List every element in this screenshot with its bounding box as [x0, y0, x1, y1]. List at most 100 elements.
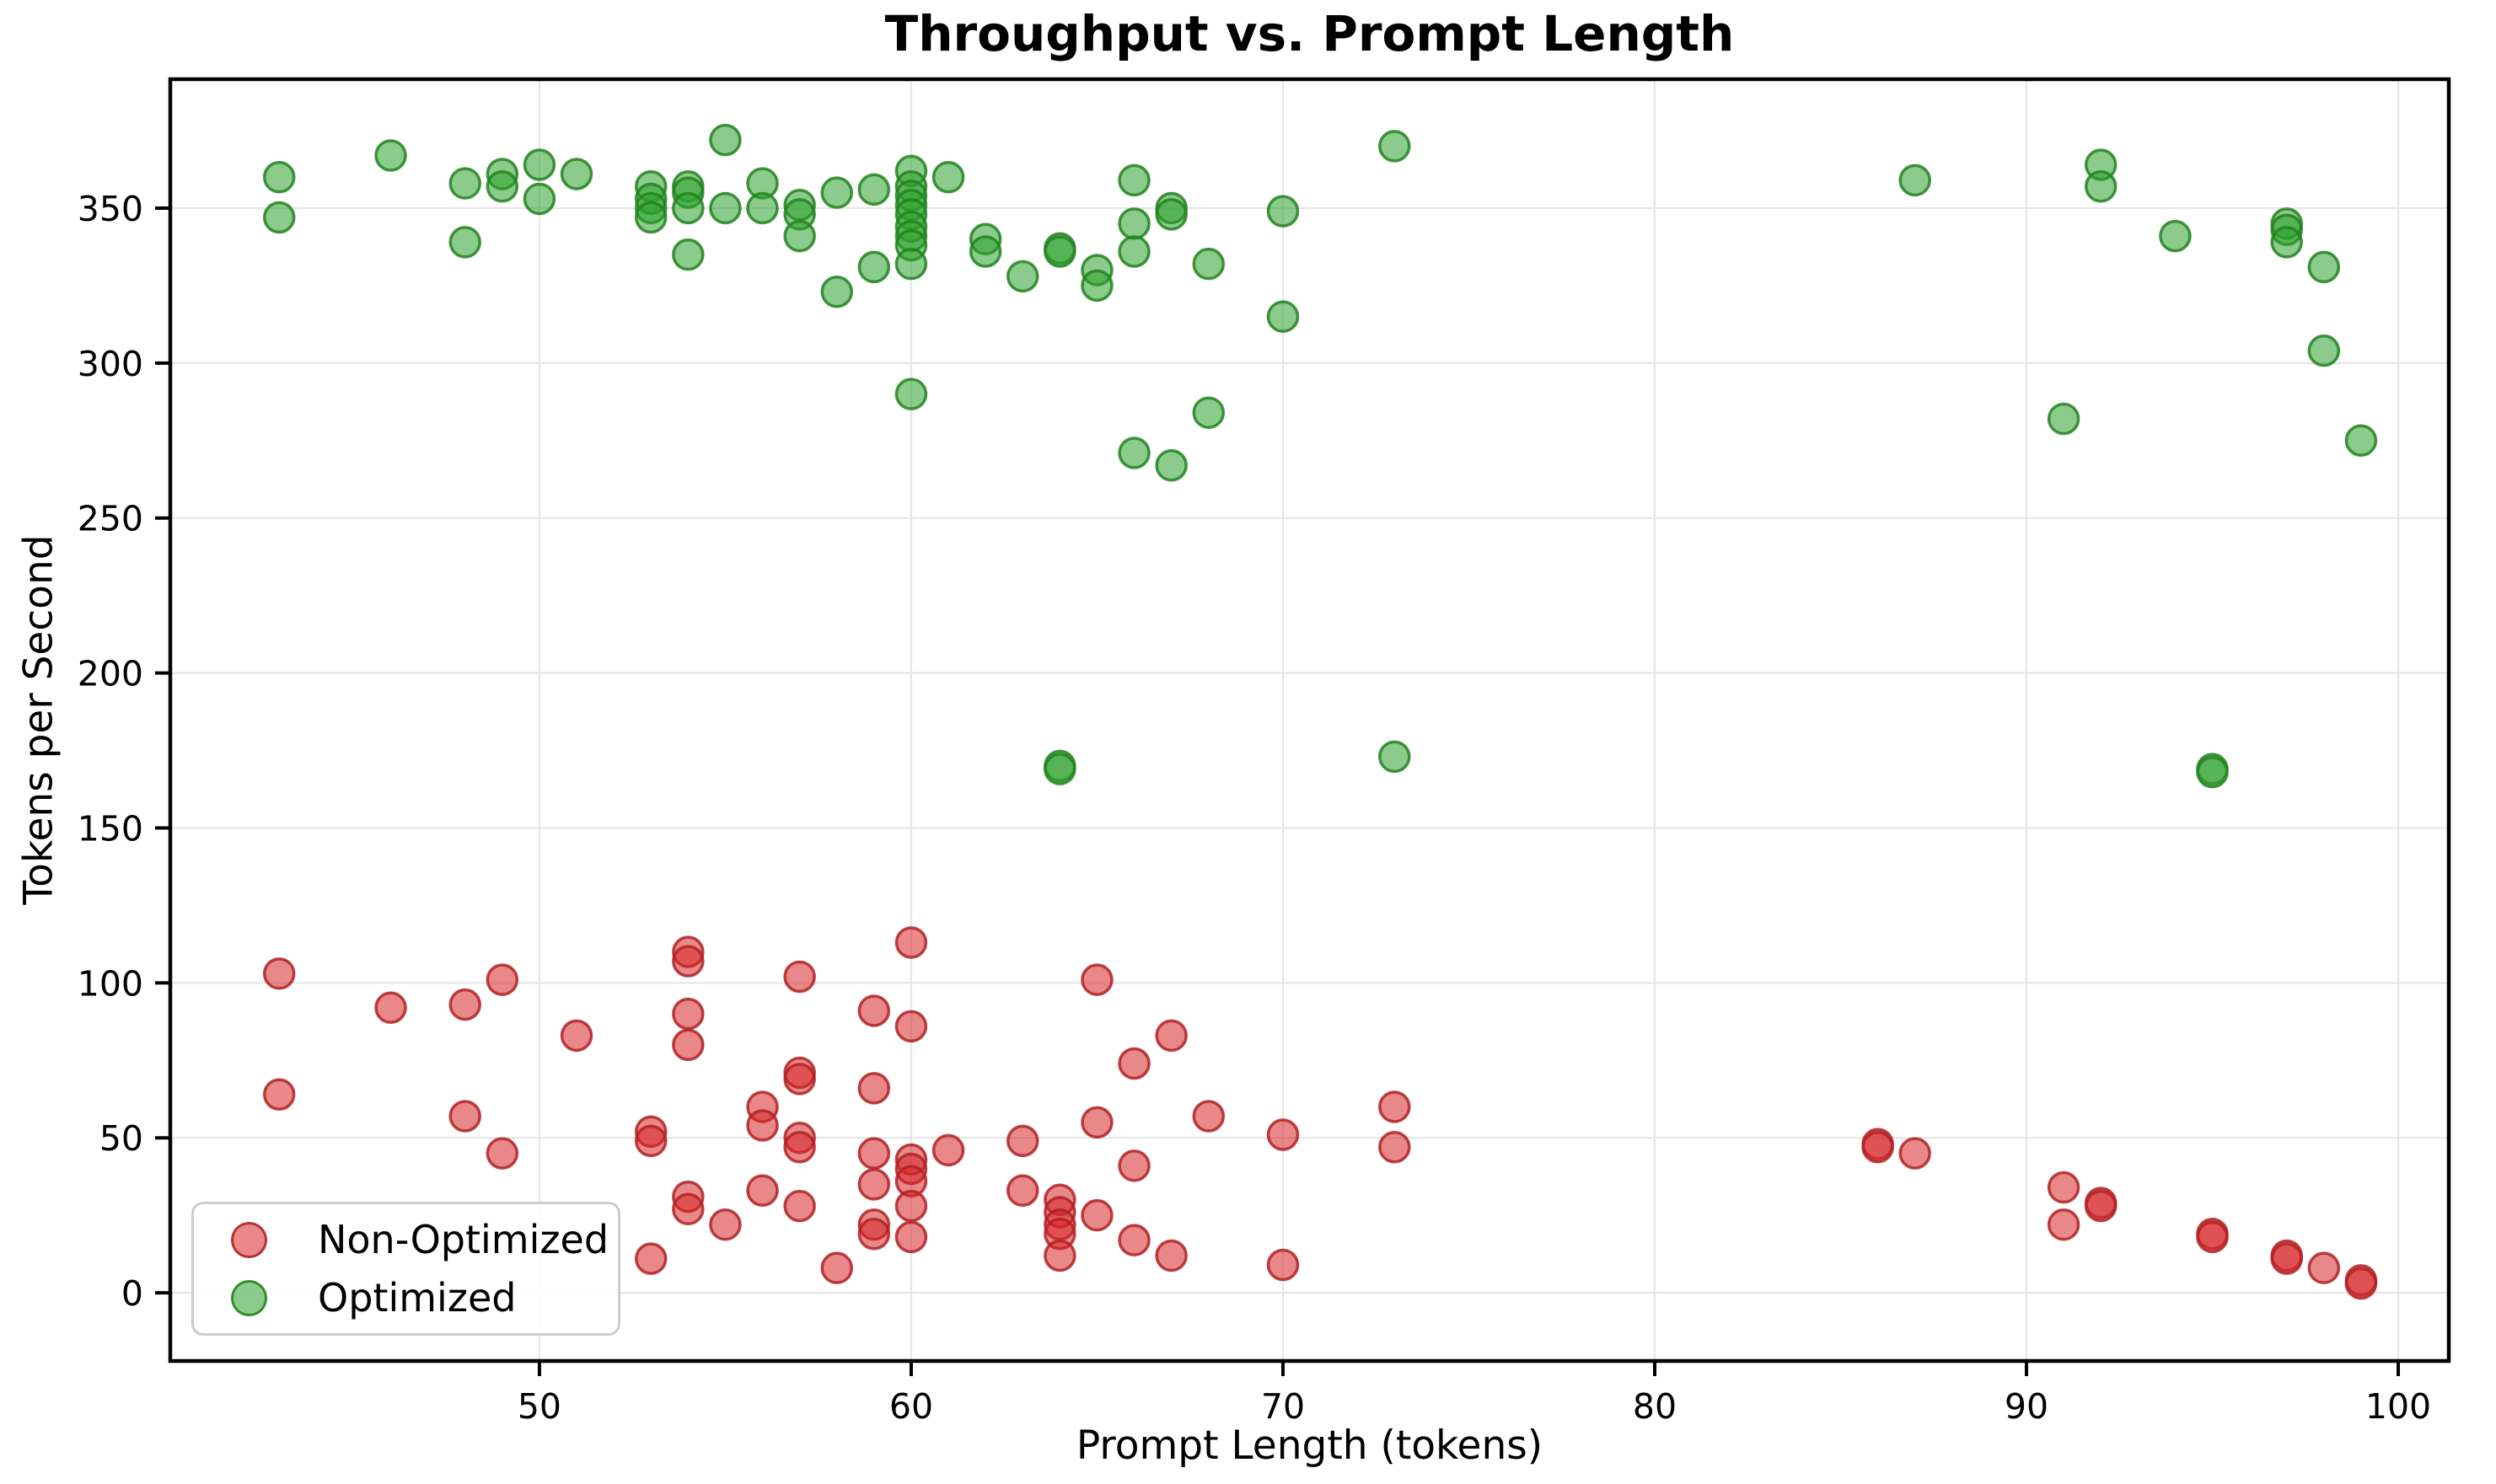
scatter-point-optimized [262, 160, 296, 194]
scatter-point-non-optimized [894, 1220, 928, 1254]
scatter-point-optimized [523, 148, 556, 181]
scatter-point-optimized [1118, 437, 1151, 469]
y-tick-label: 0 [121, 1273, 143, 1314]
scatter-point-non-optimized [894, 1010, 928, 1043]
scatter-point-non-optimized [560, 1019, 593, 1053]
y-tick-label: 350 [78, 189, 143, 229]
scatter-point-optimized [783, 219, 816, 253]
scatter-point-non-optimized [1006, 1174, 1039, 1207]
scatter-point-non-optimized [1861, 1131, 1894, 1164]
scatter-point-optimized [2307, 250, 2341, 284]
scatter-point-optimized [1155, 448, 1188, 482]
scatter-point-non-optimized [1378, 1090, 1411, 1123]
scatter-point-non-optimized [1118, 1047, 1151, 1080]
scatter-point-non-optimized [1155, 1239, 1188, 1272]
scatter-point-optimized [709, 123, 742, 157]
legend-label-optimized: Optimized [318, 1275, 517, 1321]
plot-border [168, 77, 2451, 1363]
scatter-point-optimized [1898, 163, 1931, 197]
scatter-point-optimized [1118, 207, 1151, 240]
scatter-point-optimized [1118, 163, 1151, 197]
scatter-point-non-optimized [634, 1242, 668, 1275]
scatter-point-non-optimized [2084, 1189, 2118, 1223]
scatter-point-non-optimized [2047, 1171, 2080, 1204]
legend-item-optimized: Optimized [231, 1275, 618, 1321]
scatter-point-optimized [1118, 235, 1151, 268]
scatter-point-non-optimized [857, 1168, 891, 1201]
scatter-point-optimized [857, 173, 891, 206]
scatter-point-non-optimized [2047, 1208, 2080, 1241]
x-tick-label: 70 [1261, 1386, 1305, 1427]
scatter-point-non-optimized [2307, 1251, 2341, 1284]
y-tick-label: 100 [78, 963, 143, 1004]
scatter-point-non-optimized [374, 991, 407, 1025]
scatter-point-optimized [894, 247, 928, 281]
x-tick-label: 100 [2365, 1386, 2431, 1427]
scatter-point-non-optimized [262, 1078, 296, 1111]
scatter-point-optimized [448, 226, 481, 259]
scatter-point-non-optimized [1006, 1124, 1039, 1158]
x-tick-label: 50 [518, 1386, 561, 1427]
scatter-point-optimized [709, 191, 742, 225]
scatter-point-non-optimized [1044, 1239, 1076, 1272]
scatter-point-optimized [486, 169, 519, 203]
scatter-point-optimized [746, 191, 779, 225]
scatter-point-optimized [1081, 269, 1114, 303]
scatter-point-optimized [2196, 756, 2229, 789]
scatter-point-non-optimized [672, 1028, 705, 1062]
y-tick-label: 300 [78, 344, 143, 384]
scatter-point-non-optimized [783, 960, 816, 994]
scatter-point-optimized [1266, 300, 1300, 333]
x-tick-label: 90 [2005, 1386, 2048, 1427]
scatter-point-optimized [262, 201, 296, 234]
scatter-point-optimized [2159, 219, 2192, 253]
scatter-point-optimized [857, 250, 891, 284]
scatter-point-non-optimized [1081, 1106, 1114, 1139]
legend-item-non-optimized: Non-Optimized [231, 1217, 618, 1262]
scatter-point-non-optimized [783, 1131, 816, 1164]
scatter-point-optimized [2344, 424, 2378, 458]
scatter-point-non-optimized [894, 1189, 928, 1223]
scatter-point-optimized [672, 238, 705, 271]
scatter-point-non-optimized [931, 1133, 965, 1167]
scatter-point-non-optimized [486, 963, 519, 996]
scatter-point-optimized [2270, 226, 2303, 259]
scatter-point-non-optimized [894, 926, 928, 959]
x-axis-label: Prompt Length (tokens) [1076, 1422, 1543, 1469]
scatter-point-optimized [1044, 753, 1076, 785]
scatter-point-non-optimized [783, 1063, 816, 1096]
scatter-point-optimized [2307, 334, 2341, 367]
y-axis-label: Tokens per Second [15, 534, 62, 905]
scatter-point-optimized [2084, 169, 2118, 203]
scatter-point-non-optimized [746, 1109, 779, 1142]
x-tick-label: 60 [889, 1386, 933, 1427]
scatter-point-non-optimized [709, 1208, 742, 1241]
scatter-point-optimized [820, 276, 853, 308]
scatter-point-optimized [894, 378, 928, 410]
scatter-point-optimized [560, 158, 593, 190]
scatter-point-non-optimized [2344, 1267, 2378, 1300]
y-tick-label: 150 [78, 808, 143, 849]
scatter-point-optimized [1006, 260, 1039, 293]
scatter-point-non-optimized [1081, 1198, 1114, 1232]
optimized-marker-icon [231, 1279, 267, 1316]
scatter-point-non-optimized [2196, 1220, 2229, 1254]
scatter-point-optimized [1266, 195, 1300, 228]
scatter-point-non-optimized [672, 1192, 705, 1226]
scatter-point-non-optimized [746, 1174, 779, 1207]
scatter-point-optimized [672, 191, 705, 225]
scatter-point-non-optimized [1081, 963, 1114, 996]
scatter-point-non-optimized [448, 1100, 481, 1133]
scatter-point-non-optimized [820, 1251, 853, 1284]
scatter-point-non-optimized [1266, 1118, 1300, 1151]
y-tick-label: 250 [78, 499, 143, 539]
scatter-point-non-optimized [1378, 1131, 1411, 1164]
scatter-point-non-optimized [1118, 1149, 1151, 1182]
scatter-point-non-optimized [672, 997, 705, 1031]
scatter-point-non-optimized [2270, 1242, 2303, 1275]
scatter-point-optimized [2047, 402, 2080, 436]
scatter-point-optimized [1378, 740, 1411, 774]
scatter-point-optimized [634, 201, 668, 234]
